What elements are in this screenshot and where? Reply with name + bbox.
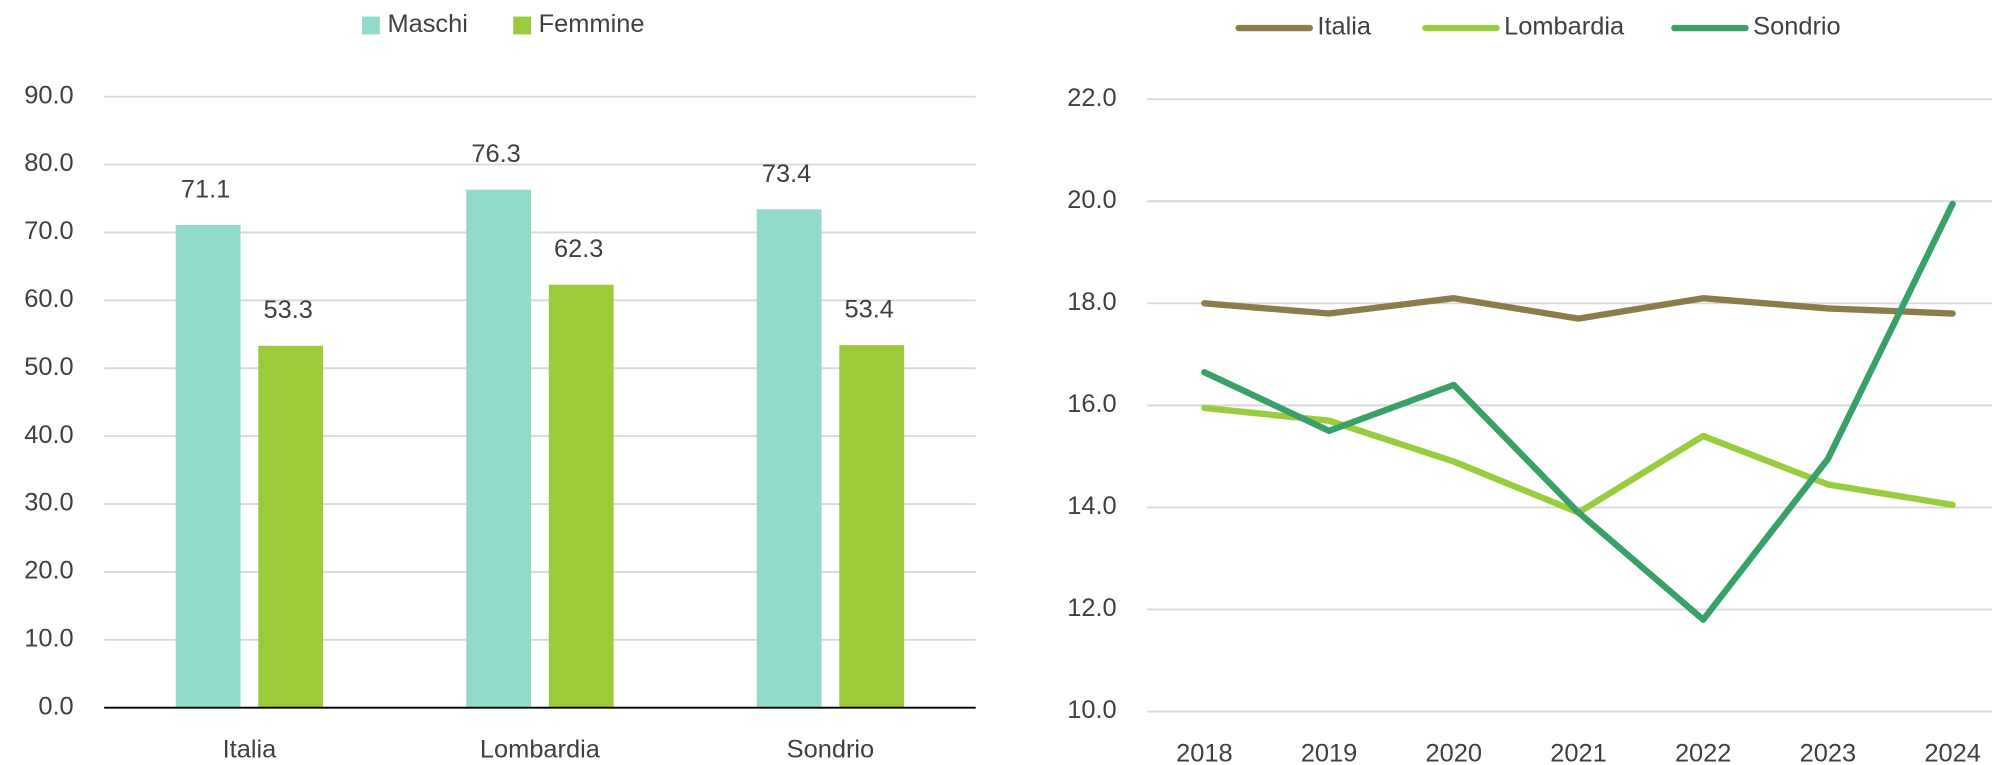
- x-tick-label: 2018: [1176, 739, 1232, 765]
- x-tick-label: 2021: [1550, 739, 1606, 765]
- bar: [258, 345, 324, 708]
- bar: [756, 209, 822, 708]
- legend-label: Italia: [1317, 13, 1372, 41]
- y-tick-label: 40.0: [24, 421, 73, 449]
- y-tick-label: 70.0: [24, 217, 73, 245]
- legend-label: Femmine: [539, 10, 645, 38]
- legend-swatch: [362, 16, 380, 35]
- y-tick-label: 0.0: [38, 692, 73, 720]
- x-tick-label: 2022: [1675, 739, 1731, 765]
- data-label: 71.1: [181, 175, 230, 203]
- y-tick-label: 20.0: [24, 557, 73, 585]
- x-tick-label: Sondrio: [787, 736, 875, 764]
- y-tick-label: 20.0: [1067, 186, 1116, 214]
- data-label: 53.3: [263, 296, 312, 324]
- y-tick-label: 10.0: [24, 625, 73, 653]
- bar: [548, 284, 614, 708]
- legend-label: Lombardia: [1504, 13, 1625, 41]
- line-series: [1201, 295, 1956, 322]
- y-tick-label: 90.0: [24, 81, 73, 109]
- y-tick-label: 80.0: [24, 149, 73, 177]
- y-tick-label: 16.0: [1067, 390, 1116, 418]
- x-tick-label: 2023: [1800, 739, 1856, 765]
- legend-swatch: [513, 16, 532, 35]
- x-tick-label: Italia: [223, 736, 278, 764]
- data-label: 73.4: [762, 160, 811, 188]
- legend-label: Maschi: [387, 10, 467, 38]
- y-tick-label: 10.0: [1067, 696, 1116, 724]
- y-tick-label: 18.0: [1067, 288, 1116, 316]
- legend-label: Sondrio: [1753, 13, 1841, 41]
- y-tick-label: 14.0: [1067, 492, 1116, 520]
- line-series: [1201, 200, 1956, 623]
- x-tick-label: 2024: [1924, 739, 1980, 765]
- bar: [839, 345, 905, 708]
- y-tick-label: 22.0: [1067, 84, 1116, 112]
- data-label: 62.3: [554, 235, 603, 263]
- bar: [175, 224, 241, 708]
- y-tick-label: 30.0: [24, 489, 73, 517]
- y-tick-label: 50.0: [24, 353, 73, 381]
- data-label: 76.3: [471, 140, 520, 168]
- x-tick-label: 2020: [1426, 739, 1482, 765]
- bar: [466, 189, 532, 708]
- y-tick-label: 12.0: [1067, 594, 1116, 622]
- data-label: 53.4: [844, 296, 893, 324]
- y-tick-label: 60.0: [24, 285, 73, 313]
- x-tick-label: Lombardia: [480, 736, 601, 764]
- x-tick-label: 2019: [1301, 739, 1357, 765]
